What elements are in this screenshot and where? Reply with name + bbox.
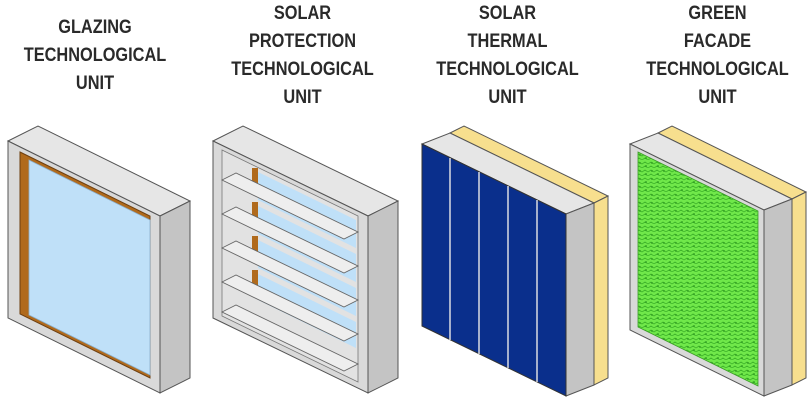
glazing-box-side: [160, 201, 190, 393]
shading-box-side: [368, 201, 398, 393]
solar-thermal-unit: [422, 126, 608, 396]
green-box-side: [764, 199, 792, 396]
thermal-box-side: [566, 203, 594, 396]
green-insulation-side: [792, 192, 806, 385]
solar-protection-unit: [213, 126, 398, 393]
green-facade-unit: [630, 126, 806, 396]
thermal-insulation-side: [594, 196, 608, 385]
glazing-unit: [8, 126, 190, 393]
